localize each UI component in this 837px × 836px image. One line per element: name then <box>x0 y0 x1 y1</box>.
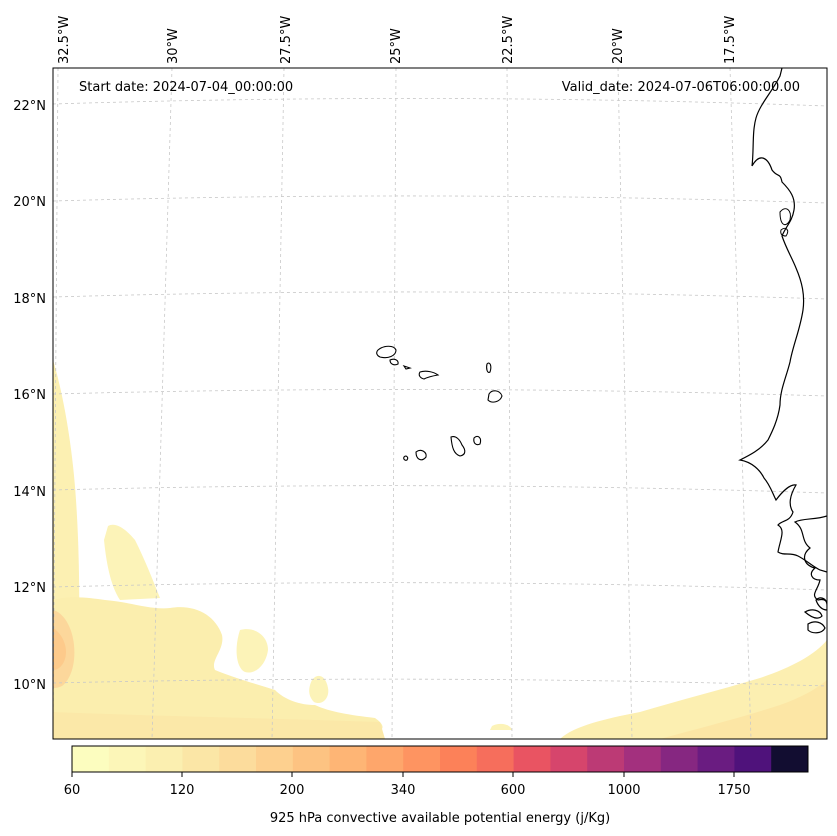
gridline-lon-22.5 <box>506 68 513 739</box>
gridline-lon-25 <box>391 68 397 739</box>
gridline-lat-18 <box>53 291 827 300</box>
colorbar-title: 925 hPa convective available potential e… <box>270 811 610 826</box>
island-brava <box>403 455 409 461</box>
colorbar-swatch <box>624 746 662 772</box>
colorbar-swatch <box>587 746 625 772</box>
colorbar-swatch <box>329 746 367 772</box>
gridline-lon-30 <box>151 68 173 739</box>
cape-verde-islands <box>376 345 503 461</box>
island-santa-luzia <box>402 364 412 370</box>
colorbar-swatch <box>403 746 441 772</box>
canary-island-outline <box>779 208 791 237</box>
gridline-lat-20 <box>53 195 827 204</box>
colorbar-swatch <box>440 746 478 772</box>
lat-label: 18°N <box>13 292 46 307</box>
colorbar-swatch <box>366 746 404 772</box>
cape-region-southeast-inner <box>660 680 827 739</box>
colorbar-tick-label: 120 <box>170 783 195 798</box>
colorbar-swatch <box>771 746 809 772</box>
gridline-lon-17.5 <box>729 68 752 739</box>
cape-region-northwest-tongue <box>104 524 160 600</box>
colorbar-tick-label: 1000 <box>607 783 640 798</box>
colorbar-swatch <box>697 746 735 772</box>
island-sal <box>486 362 492 373</box>
lon-label: 32.5°W <box>57 16 72 64</box>
colorbar-tick-label: 1750 <box>717 783 750 798</box>
colorbar-swatch <box>256 746 294 772</box>
island-sao-vicente <box>389 358 399 366</box>
lat-label: 12°N <box>13 581 46 596</box>
africa-coastline-south <box>793 515 827 634</box>
colorbar-tick-label: 600 <box>501 783 526 798</box>
lat-label: 14°N <box>13 485 46 500</box>
island-santo-antao <box>376 345 397 359</box>
lat-label: 16°N <box>13 388 46 403</box>
colorbar-swatch <box>550 746 588 772</box>
africa-coastline <box>738 68 827 573</box>
lon-label: 27.5°W <box>279 16 294 64</box>
colorbar-ticks <box>71 772 735 777</box>
colorbar-swatch <box>292 746 331 772</box>
gridline-lat-16 <box>53 389 827 397</box>
start-date-label: Start date: 2024-07-04_00:00:00 <box>79 80 293 95</box>
lon-label: 30°W <box>166 28 181 64</box>
cape-region-small-blob <box>309 675 329 704</box>
cape-region-southwest-plume <box>53 597 383 739</box>
gridline-lat-12 <box>53 582 827 591</box>
cape-region-west-core-inner <box>53 628 66 670</box>
cape-region-south-band <box>53 712 385 739</box>
colorbar-swatch <box>108 746 147 772</box>
gridline-lon-20 <box>617 68 633 739</box>
valid-date-label: Valid_date: 2024-07-06T06:00:00.00 <box>562 80 800 95</box>
colorbar-swatch <box>72 746 110 772</box>
colorbar-tick-label: 340 <box>391 783 416 798</box>
lon-label: 22.5°W <box>501 16 516 64</box>
island-boa-vista <box>487 390 503 403</box>
cape-region-sliver <box>490 723 512 730</box>
colorbar-swatch <box>476 746 515 772</box>
gridline-lat-14 <box>53 485 827 494</box>
colorbar-swatch <box>660 746 699 772</box>
gridline-lat-10 <box>53 678 827 687</box>
colorbar-frame <box>71 745 809 773</box>
cape-field <box>53 360 827 739</box>
lat-label: 20°N <box>13 195 46 210</box>
colorbar-swatches <box>72 746 809 772</box>
colorbar-swatch <box>145 746 183 772</box>
map-frame <box>52 67 828 740</box>
gridline-lat-22 <box>53 98 827 107</box>
island-santiago <box>450 436 466 457</box>
colorbar-swatch <box>182 746 220 772</box>
graticule <box>53 68 827 739</box>
island-maio <box>473 435 482 446</box>
colorbar-tick-label: 60 <box>64 783 81 798</box>
lat-label: 22°N <box>13 99 46 114</box>
colorbar-tick-label: 200 <box>280 783 305 798</box>
colorbar-swatch <box>513 746 551 772</box>
map-panel <box>52 67 828 740</box>
gridline-lon-32.5 <box>53 68 59 739</box>
colorbar-swatch <box>219 746 257 772</box>
cape-region-central-blob <box>236 629 268 673</box>
colorbar: 60 120 200 340 600 1000 1750 925 hPa con… <box>64 745 809 826</box>
latitude-labels: 22°N 20°N 18°N 16°N 14°N 12°N 10°N <box>13 99 46 693</box>
lon-label: 17.5°W <box>723 16 738 64</box>
longitude-labels: 32.5°W 30°W 27.5°W 25°W 22.5°W 20°W 17.5… <box>57 16 738 64</box>
lon-label: 25°W <box>389 28 404 64</box>
lon-label: 20°W <box>611 28 626 64</box>
island-fogo <box>415 449 427 461</box>
gridline-lon-27.5 <box>271 68 285 739</box>
island-sao-nicolau <box>418 370 440 380</box>
colorbar-swatch <box>734 746 772 772</box>
lat-label: 10°N <box>13 678 46 693</box>
